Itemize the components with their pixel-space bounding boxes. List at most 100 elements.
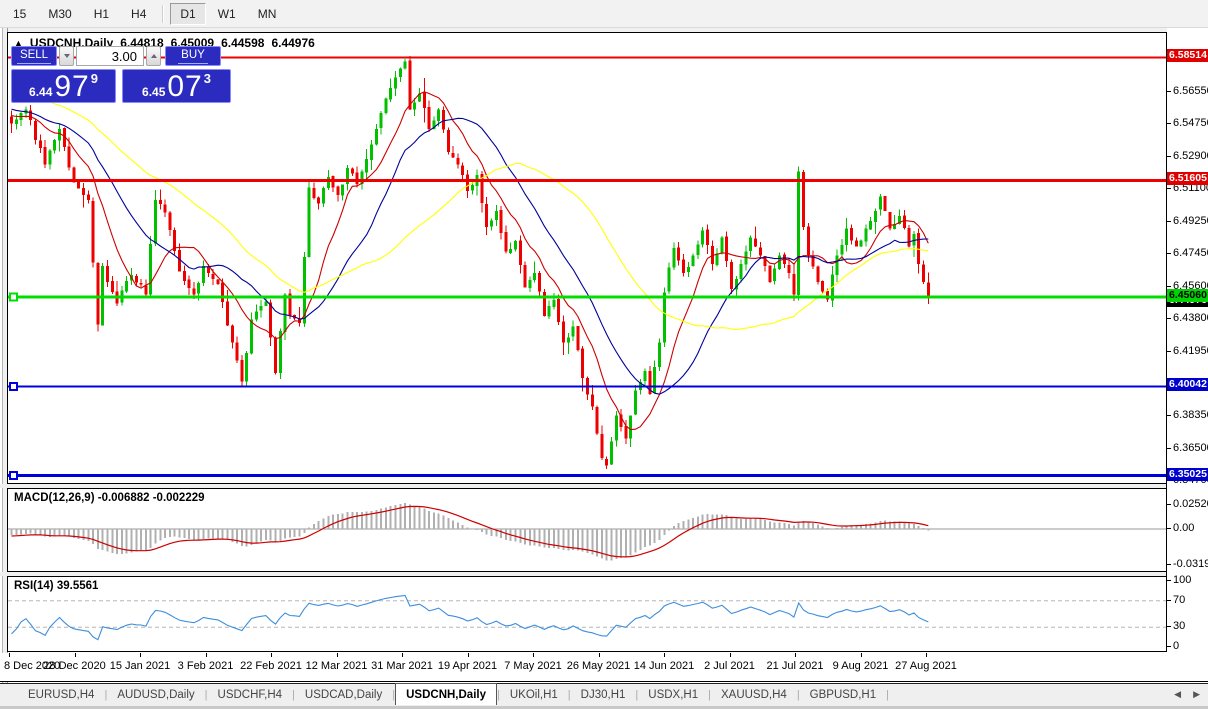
- price-tick-mark: [1167, 480, 1171, 482]
- main-chart-pane[interactable]: ▲ USDCNH,Daily 6.44818 6.45009 6.44598 6…: [7, 32, 1167, 484]
- price-tick-label: 6.52900: [1173, 150, 1208, 163]
- chart-tab-ukoil[interactable]: UKOil,H1: [509, 689, 558, 701]
- price-tick-label: 6.41950: [1173, 345, 1208, 358]
- date-tick-mark: [271, 653, 272, 657]
- timeframe-button-h1[interactable]: H1: [93, 6, 110, 21]
- triangle-down-icon: [63, 54, 70, 58]
- rsi-axis-label: 70: [1173, 593, 1186, 606]
- buy-button[interactable]: BUY: [165, 46, 221, 66]
- price-tick-mark: [1167, 318, 1171, 320]
- timeframe-button-mn[interactable]: MN: [257, 6, 277, 21]
- date-tick-label: 15 Jan 2021: [109, 660, 171, 672]
- macd-axis-label: 0.025209: [1173, 498, 1208, 510]
- window-border-bottom: [0, 706, 1208, 709]
- price-tick-mark: [1167, 448, 1171, 450]
- chart-tab-usdcad[interactable]: USDCAD,Daily: [304, 689, 383, 701]
- date-tick-label: 31 Mar 2021: [371, 660, 433, 672]
- timeframe-button-m30[interactable]: M30: [48, 6, 72, 21]
- volume-increase-button[interactable]: [146, 46, 161, 66]
- tab-scroll-right-icon[interactable]: ▶: [1193, 689, 1200, 699]
- macd-axis-label: -0.03198: [1173, 558, 1208, 570]
- rsi-tick-mark: [1167, 626, 1171, 628]
- price-tick-mark: [1167, 91, 1171, 93]
- chart-tab-dj30[interactable]: DJ30,H1: [580, 689, 626, 701]
- rsi-indicator-pane[interactable]: RSI(14) 39.5561: [7, 576, 1167, 652]
- price-tick-mark: [1167, 286, 1171, 288]
- macd-axis-label: 0.00: [1173, 522, 1195, 534]
- price-tick-label: 6.56550: [1173, 85, 1208, 98]
- date-tick-label: 14 Jun 2021: [633, 660, 695, 672]
- date-tick-mark: [467, 653, 469, 657]
- price-axis[interactable]: 6.565506.547506.529006.511006.492506.474…: [1167, 28, 1208, 688]
- chart-tab-usdcnh[interactable]: USDCNH,Daily: [395, 682, 497, 705]
- collapse-arrow-icon[interactable]: ▲: [14, 38, 23, 48]
- tab-separator: |: [796, 689, 800, 701]
- candlestick-chart[interactable]: [8, 33, 1166, 483]
- macd-indicator-pane[interactable]: MACD(12,26,9) -0.006882 -0.002229: [7, 488, 1167, 572]
- price-tick-label: 6.54750: [1173, 117, 1208, 130]
- timeframe-button-d1[interactable]: D1: [170, 2, 206, 25]
- chart-tab-usdchf[interactable]: USDCHF,H4: [217, 689, 283, 701]
- tab-scroll-nav: ◀ ▶: [1174, 690, 1200, 699]
- ohlc-close: 6.44976: [271, 36, 315, 50]
- timeframe-toolbar: 15 M30 H1 H4 D1 W1 MN: [0, 0, 1208, 28]
- date-tick-label: 12 Mar 2021: [305, 660, 368, 672]
- date-tick-mark: [860, 653, 862, 657]
- rsi-chart: [8, 594, 1166, 641]
- date-tick-label: 27 Aug 2021: [895, 660, 957, 672]
- tab-scroll-left-icon[interactable]: ◀: [1174, 689, 1182, 699]
- rsi-axis-label: 100: [1173, 574, 1192, 586]
- price-tick-mark: [1167, 123, 1171, 125]
- tab-separator: |: [292, 689, 295, 701]
- date-tick-mark: [926, 653, 927, 657]
- volume-input[interactable]: 3.00: [76, 46, 144, 66]
- ohlc-low: 6.44598: [221, 36, 265, 50]
- price-tick-label: 6.47450: [1173, 247, 1208, 260]
- chart-tab-eurusd[interactable]: EURUSD,H4: [28, 689, 95, 701]
- timeframe-button-h4[interactable]: H4: [131, 6, 147, 21]
- price-tick-mark: [1167, 351, 1171, 353]
- pane-separator[interactable]: [0, 572, 1208, 576]
- tab-separator: |: [497, 689, 500, 701]
- date-tick-mark: [795, 653, 796, 657]
- volume-decrease-button[interactable]: [59, 46, 74, 66]
- date-tick-label: 8 Dec 2020: [4, 660, 61, 672]
- sell-price-display[interactable]: 6.44 97 9: [11, 69, 116, 103]
- price-tick-mark: [1167, 188, 1171, 190]
- date-tick-mark: [533, 653, 534, 657]
- rsi-tick-mark: [1167, 580, 1171, 581]
- price-level-badge-6.40042: 6.40042: [1167, 378, 1208, 392]
- macd-label: MACD(12,26,9) -0.006882 -0.002229: [14, 492, 205, 504]
- date-tick-mark: [729, 653, 731, 657]
- tab-separator: |: [708, 689, 711, 701]
- price-tick-label: 6.36500: [1173, 442, 1208, 455]
- pane-separator[interactable]: [0, 484, 1208, 488]
- chart-tab-gbpusd[interactable]: GBPUSD,H1: [809, 689, 877, 701]
- price-tick-mark: [1167, 156, 1171, 158]
- sell-button[interactable]: SELL: [11, 46, 57, 66]
- rsi-axis-label: 30: [1173, 620, 1186, 633]
- date-tick-label: 28 Dec 2020: [43, 660, 106, 672]
- chart-tab-xauusd[interactable]: XAUUSD,H4: [720, 689, 787, 701]
- date-tick-mark: [9, 653, 10, 657]
- timeframe-button-15[interactable]: 15: [13, 6, 27, 21]
- price-level-badge-6.35025: 6.35025: [1167, 467, 1208, 481]
- price-level-badge-6.45060: 6.45060: [1167, 288, 1208, 302]
- tabbar-top-line: [0, 683, 1208, 684]
- chart-tab-usdx[interactable]: USDX,H1: [648, 689, 699, 701]
- date-tick-mark: [205, 653, 207, 657]
- date-tick-label: 3 Feb 2021: [177, 660, 234, 672]
- price-tick-label: 6.43800: [1173, 312, 1208, 325]
- date-axis[interactable]: 8 Dec 2020 28 Dec 2020 15 Jan 2021 3 Feb 20…: [0, 653, 1208, 682]
- chart-tab-audusd[interactable]: AUDUSD,Daily: [117, 689, 195, 701]
- buy-price-display[interactable]: 6.45 07 3: [122, 69, 231, 103]
- date-tick-label: 7 May 2021: [504, 660, 562, 672]
- price-level-badge-6.58514: 6.58514: [1167, 49, 1208, 63]
- price-tick-mark: [1167, 253, 1171, 255]
- date-tick-mark: [336, 653, 338, 657]
- triangle-up-icon: [150, 54, 157, 58]
- window-border-top: [0, 28, 1208, 32]
- toolbar-separator: [162, 4, 165, 23]
- timeframe-button-w1[interactable]: W1: [217, 6, 236, 21]
